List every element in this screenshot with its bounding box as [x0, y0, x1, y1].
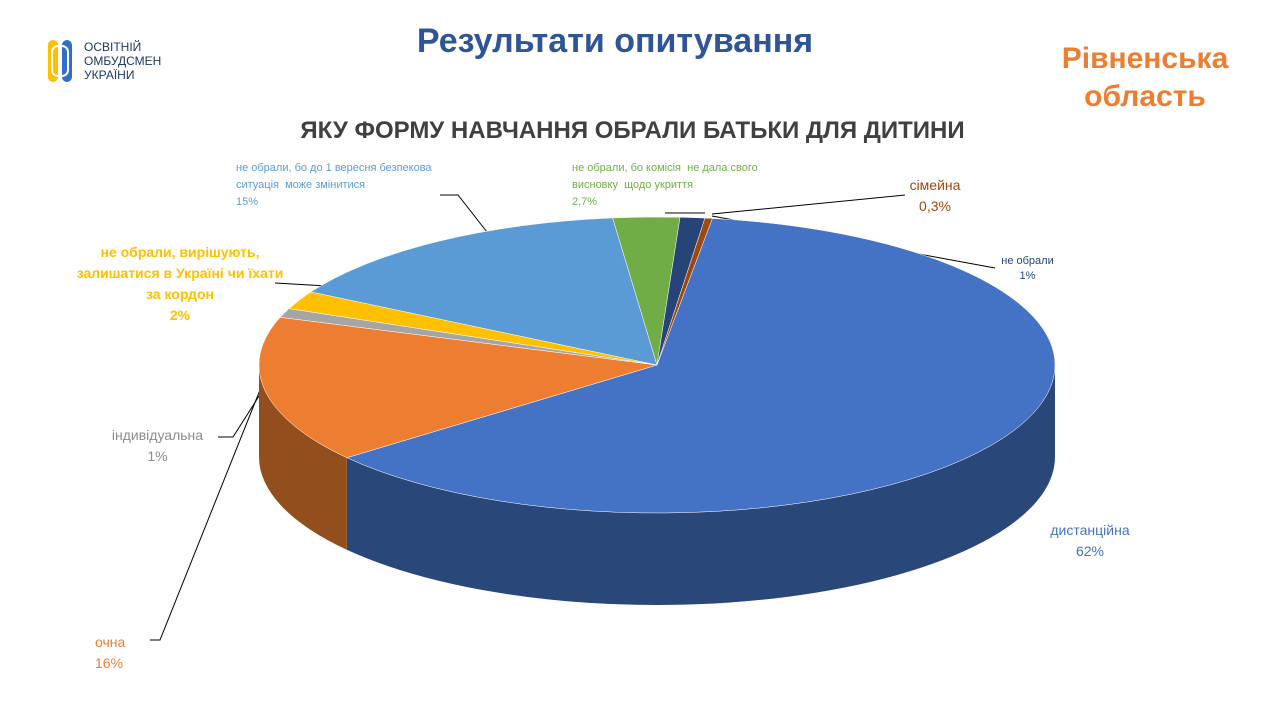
- data-label: індивідуальна 1%: [95, 425, 220, 467]
- logo-icon: [48, 40, 72, 82]
- slice-side: [346, 365, 1055, 605]
- slice: [310, 217, 658, 366]
- category-label: дистанційна: [1050, 522, 1130, 538]
- category-label: сімейна: [909, 177, 961, 193]
- data-label: дистанційна 62%: [1030, 520, 1150, 562]
- value-label: 15%: [236, 196, 259, 208]
- category-label: не обрали, вирішують, залишатися в Украї…: [76, 244, 288, 302]
- category-label: не обрали, бо комісія не дала свого висн…: [572, 162, 761, 191]
- value-label: 2,7%: [572, 196, 598, 208]
- logo-text: ОСВІТНІЙ ОМБУДСМЕН УКРАЇНИ: [84, 40, 162, 82]
- value-label: 62%: [1075, 543, 1105, 559]
- region: Рівненська область: [1061, 42, 1229, 113]
- category-label: не обрали: [1001, 255, 1054, 267]
- value-label: 2%: [169, 307, 191, 323]
- value-label: 16%: [95, 655, 124, 671]
- slice-side: [259, 365, 347, 550]
- data-label: не обрали, бо до 1 вересня безпекова сит…: [236, 160, 451, 211]
- page-title: Результати опитування: [416, 22, 814, 60]
- data-label: не обрали 1%: [990, 254, 1065, 284]
- data-label: не обрали, бо комісія не дала свого висн…: [572, 160, 792, 211]
- slice: [346, 218, 1056, 514]
- data-label: не обрали, вирішують, залишатися в Украї…: [75, 242, 285, 326]
- value-label: 1%: [147, 448, 168, 464]
- value-label: 0,3%: [919, 198, 951, 214]
- category-label: індивідуальна: [111, 427, 204, 443]
- data-label: очна 16%: [95, 632, 165, 674]
- value-label: 1%: [1019, 270, 1036, 282]
- slice: [656, 217, 713, 366]
- category-label: очна: [95, 634, 126, 650]
- chart-title: ЯКУ ФОРМУ НАВЧАННЯ ОБРАЛИ БАТЬКИ ДЛЯ ДИТ…: [300, 117, 965, 144]
- category-label: не обрали, бо до 1 вересня безпекова сит…: [236, 162, 435, 191]
- data-label: сімейна 0,3%: [885, 175, 985, 217]
